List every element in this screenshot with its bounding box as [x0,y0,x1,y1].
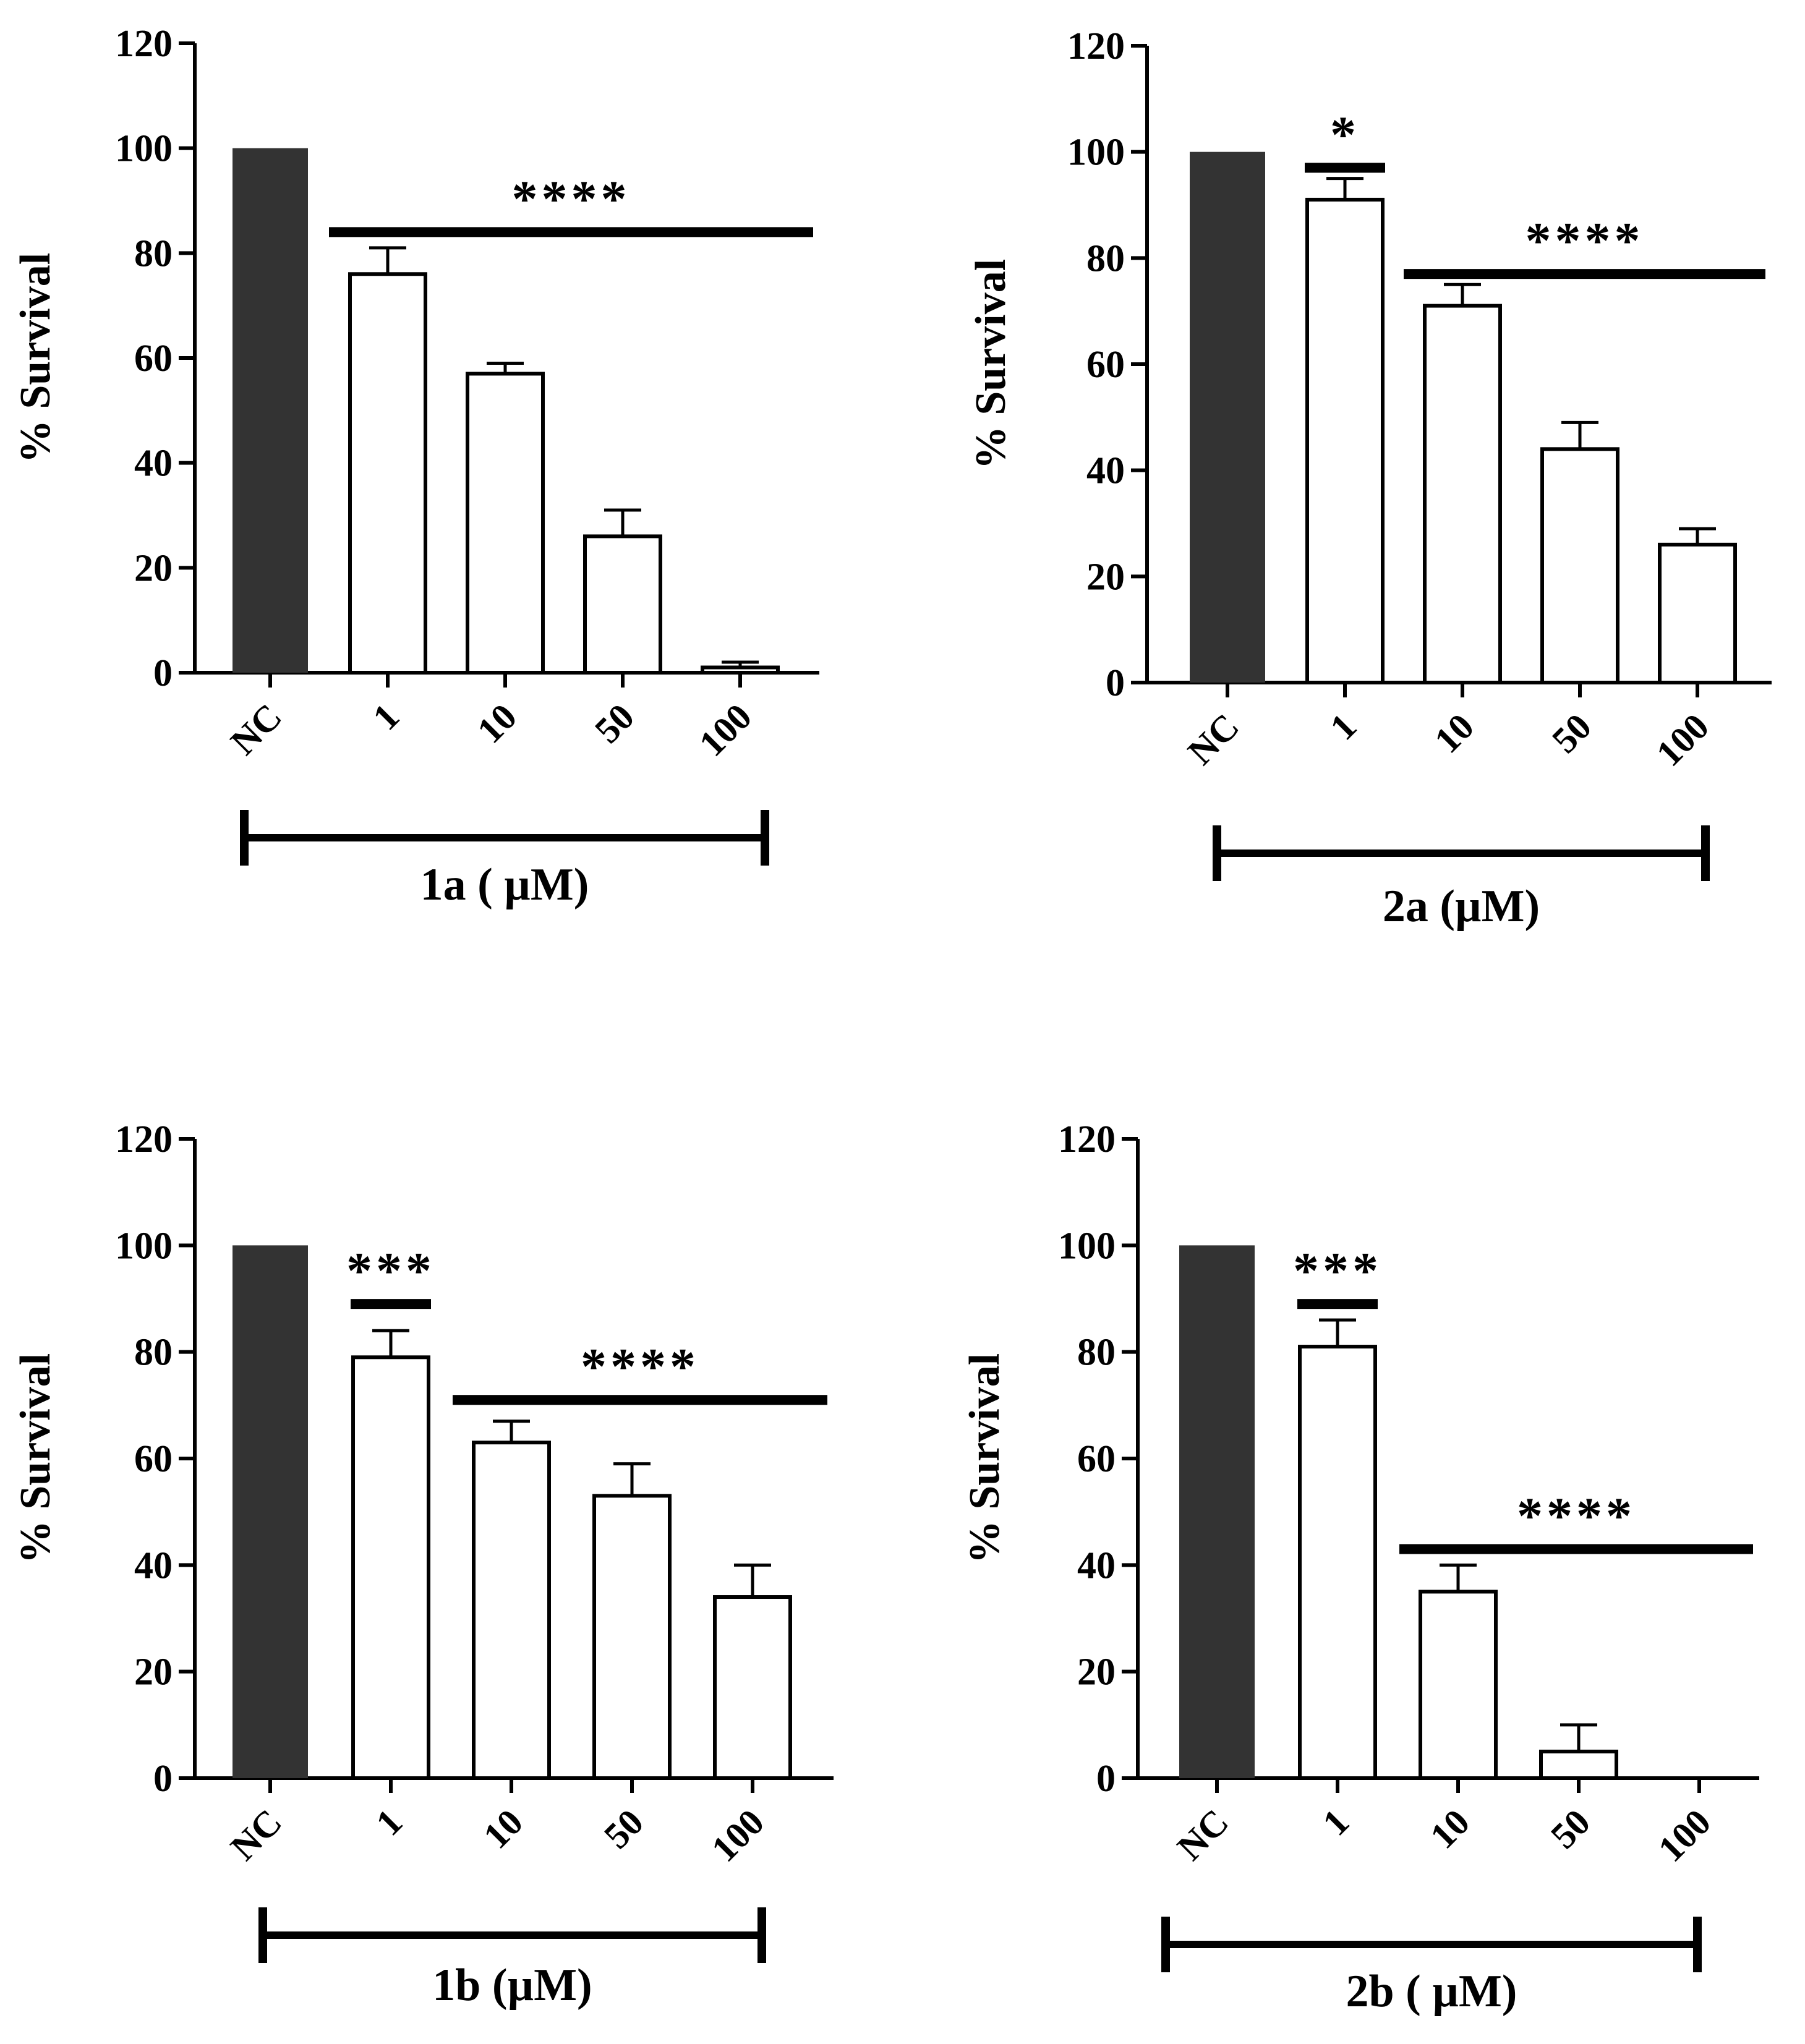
bar-control [1190,151,1265,683]
bar [348,272,427,675]
bar [592,1494,672,1780]
y-tick-label: 100 [115,1225,173,1267]
bar [1298,1345,1377,1781]
y-tick-label: 80 [1077,1332,1116,1374]
bar [583,534,662,675]
significance-label: **** [1517,1487,1636,1544]
y-tick-label: 120 [1058,1118,1116,1160]
y-tick-label: 60 [134,1438,173,1480]
x-tick-label: 50 [1544,706,1599,761]
group-label: 2a (µM) [1383,881,1540,932]
y-tick-label: 20 [134,547,173,589]
significance-label: **** [512,170,631,228]
x-tick-label: 10 [1427,706,1482,761]
bar [466,372,545,675]
y-axis-label: % Survival [967,259,1015,469]
y-tick-label: 40 [134,1544,173,1586]
bar [1540,447,1619,684]
y-tick-label: 0 [1096,1758,1116,1800]
x-tick-label: NC [223,1802,289,1868]
x-tick-label: 10 [476,1802,531,1857]
significance-label: **** [1526,212,1644,270]
bar [472,1441,551,1780]
x-tick-label: 10 [469,696,524,751]
y-tick-label: 0 [153,652,173,694]
y-tick-label: 100 [1067,132,1125,174]
y-tick-label: 100 [1058,1225,1116,1267]
y-tick-label: 80 [134,232,173,275]
y-tick-label: 100 [115,128,173,170]
y-tick-label: 20 [134,1651,173,1693]
x-tick-label: 1 [365,696,407,738]
significance-label: * [1330,106,1360,163]
bar-control [233,148,308,673]
y-tick-label: 120 [115,1118,173,1160]
y-tick-label: 0 [1106,662,1125,704]
x-tick-label: NC [223,696,289,763]
x-tick-label: 50 [596,1802,651,1857]
x-tick-label: NC [1169,1802,1236,1868]
bar [713,1595,792,1781]
bar [1423,304,1502,685]
bar [1539,1749,1618,1781]
y-axis-label: % Survival [12,253,59,463]
x-tick-label: 100 [1650,1802,1718,1870]
significance-label: **** [581,1338,699,1395]
bar [1658,542,1737,684]
y-axis-label: % Survival [961,1353,1009,1564]
x-tick-label: 100 [1649,706,1717,774]
group-label: 1a ( µM) [420,859,589,910]
x-tick-label: 1 [1315,1802,1357,1844]
x-tick-label: 100 [704,1802,772,1870]
x-tick-label: NC [1180,706,1247,773]
bar [701,665,780,675]
y-tick-label: 60 [1077,1438,1116,1480]
y-tick-label: 40 [1086,450,1125,492]
y-tick-label: 80 [1086,237,1125,279]
y-tick-label: 60 [134,338,173,380]
bar [1305,197,1385,684]
y-tick-label: 120 [115,23,173,65]
significance-label: *** [346,1242,435,1300]
group-label: 1b (µM) [432,1960,592,2011]
bar [351,1355,430,1781]
x-tick-label: 1 [1322,706,1364,748]
y-tick-label: 20 [1077,1651,1116,1693]
y-tick-label: 60 [1086,344,1125,386]
x-tick-label: 100 [691,696,759,764]
y-tick-label: 80 [134,1332,173,1374]
y-tick-label: 40 [1077,1544,1116,1586]
significance-label: *** [1293,1242,1382,1300]
x-tick-label: 10 [1422,1802,1477,1857]
y-tick-label: 20 [1086,556,1125,598]
bar [1419,1590,1498,1781]
chart-panel-1a: % Survival 0 20 40 60 80 100 120 NC 1 10 50 100 **** 1… [12,23,819,910]
x-tick-label: 50 [587,696,642,751]
bar-control [1179,1245,1255,1778]
bar-control [233,1245,308,1778]
y-tick-label: 40 [134,443,173,485]
x-tick-label: 1 [368,1802,410,1844]
x-tick-label: 50 [1543,1802,1598,1857]
y-tick-label: 0 [153,1758,173,1800]
group-label: 2b ( µM) [1346,1966,1517,2017]
y-axis-label: % Survival [12,1353,59,1564]
y-tick-label: 120 [1067,25,1125,67]
